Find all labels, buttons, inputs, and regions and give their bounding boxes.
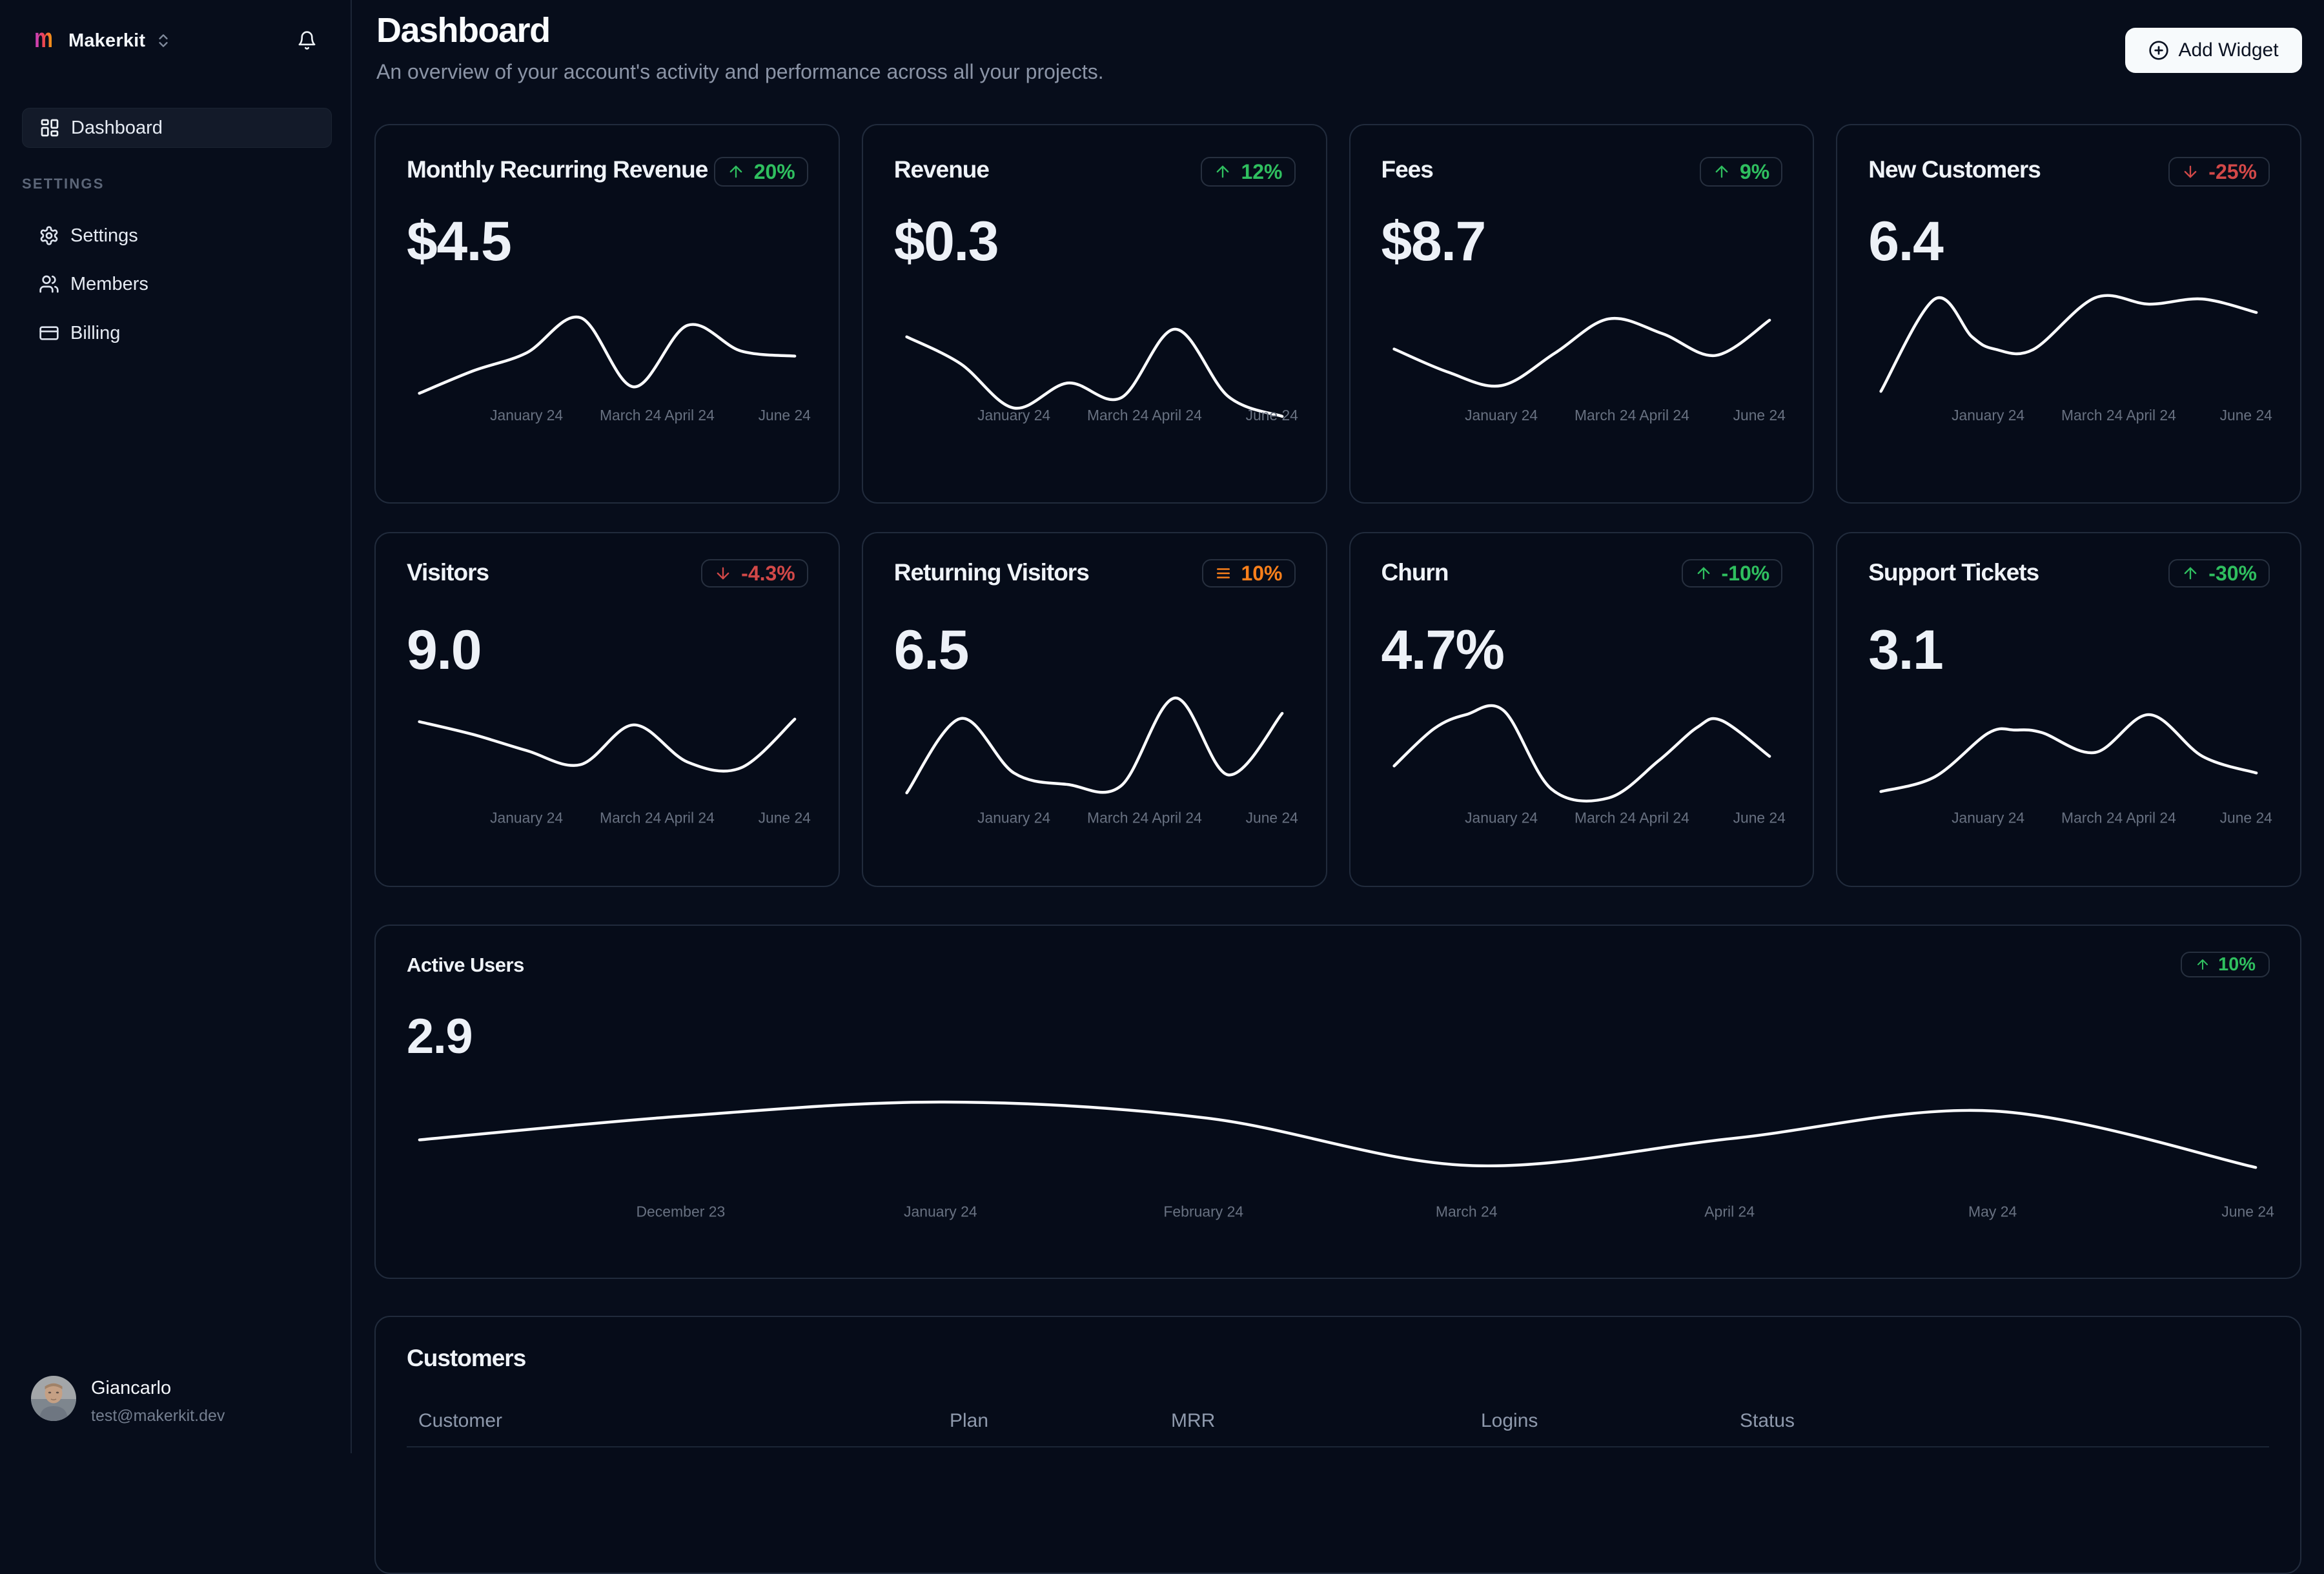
svg-text:June 24: June 24 [2220,407,2273,424]
svg-text:April 24: April 24 [2126,810,2177,826]
svg-text:January 24: January 24 [904,1203,977,1220]
svg-text:March 24: March 24 [1575,407,1636,424]
svg-text:April 24: April 24 [2126,407,2177,424]
svg-text:February 24: February 24 [1163,1203,1243,1220]
svg-text:April 24: April 24 [664,407,715,424]
svg-text:December 23: December 23 [636,1203,725,1220]
svg-text:May 24: May 24 [1968,1203,2017,1220]
svg-text:June 24: June 24 [1245,810,1298,826]
svg-text:January 24: January 24 [1952,810,2024,826]
svg-text:June 24: June 24 [1733,407,1786,424]
svg-text:June 24: June 24 [759,407,811,424]
svg-text:March 24: March 24 [600,407,662,424]
svg-text:June 24: June 24 [1733,810,1786,826]
svg-text:March 24: March 24 [600,810,662,826]
svg-text:March 24: March 24 [1575,810,1636,826]
svg-text:April 24: April 24 [664,810,715,826]
svg-text:March 24: March 24 [2061,810,2123,826]
svg-text:June 24: June 24 [1245,407,1298,424]
svg-text:March 24: March 24 [1087,810,1149,826]
svg-text:March 24: March 24 [2061,407,2123,424]
svg-text:April 24: April 24 [1639,407,1689,424]
svg-text:April 24: April 24 [1152,407,1202,424]
svg-text:March 24: March 24 [1436,1203,1498,1220]
svg-text:January 24: January 24 [1465,407,1538,424]
svg-text:June 24: June 24 [759,810,811,826]
svg-text:April 24: April 24 [1639,810,1689,826]
svg-text:April 24: April 24 [1704,1203,1755,1220]
svg-text:March 24: March 24 [1087,407,1149,424]
svg-text:m: m [34,23,53,50]
svg-text:June 24: June 24 [2220,810,2273,826]
svg-text:January 24: January 24 [1952,407,2024,424]
svg-text:June 24: June 24 [2221,1203,2274,1220]
svg-text:January 24: January 24 [1465,810,1538,826]
svg-text:January 24: January 24 [977,810,1050,826]
svg-text:January 24: January 24 [490,407,563,424]
svg-text:April 24: April 24 [1152,810,1202,826]
svg-text:January 24: January 24 [977,407,1050,424]
svg-text:January 24: January 24 [490,810,563,826]
